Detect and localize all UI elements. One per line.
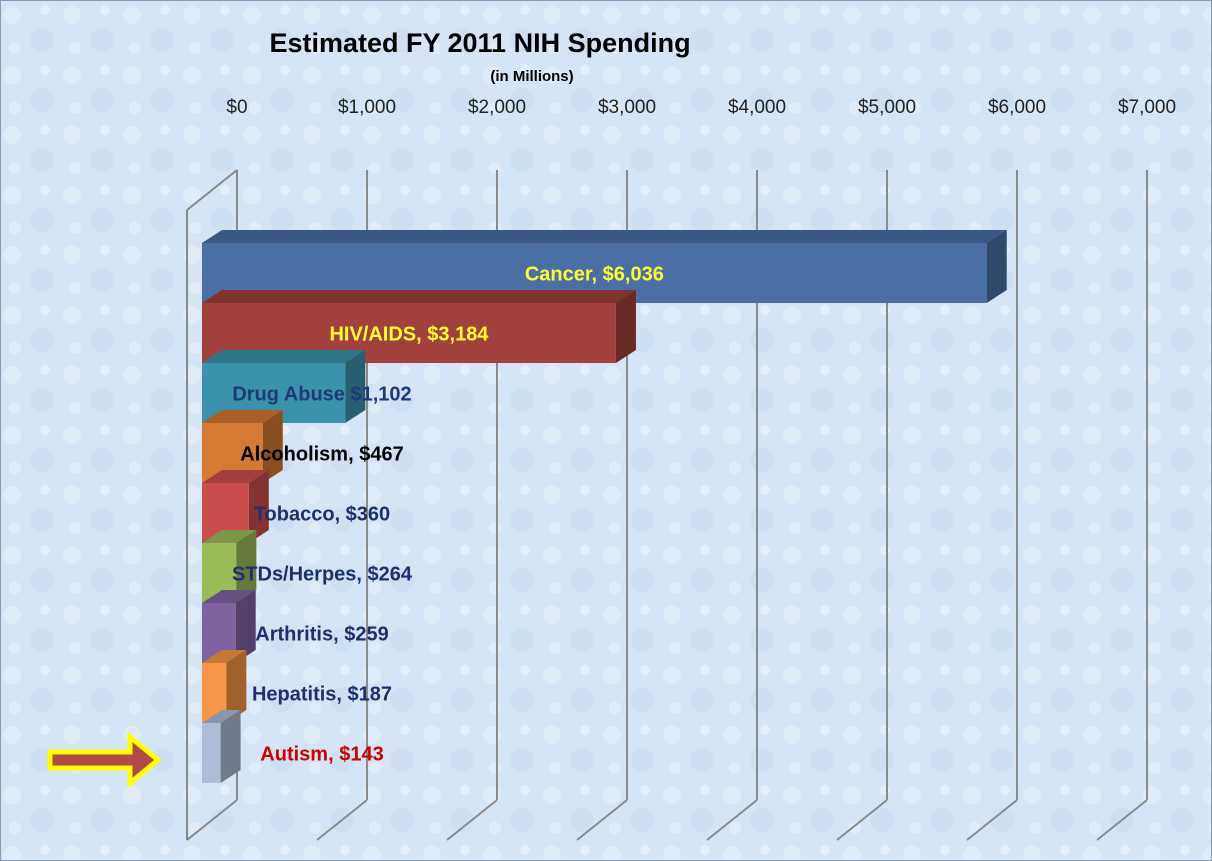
data-label: Drug Abuse $1,102: [232, 383, 411, 405]
x-tick-label: $2,000: [468, 97, 526, 118]
bar-top-shade: [202, 530, 257, 543]
bar-side-shade: [615, 290, 636, 363]
bar-top: [202, 470, 269, 483]
bar-side-shade: [226, 650, 247, 723]
bar-side: [226, 650, 247, 723]
bar: [202, 723, 221, 783]
x-tick-label: $7,000: [1118, 97, 1176, 118]
bar-side-shade: [236, 530, 257, 603]
bar-top-shade: [202, 590, 256, 603]
bar-top-shade: [202, 650, 247, 663]
bar-top: [202, 650, 247, 663]
bar-side-shade: [345, 350, 366, 423]
data-label: Cancer, $6,036: [525, 263, 664, 285]
bar-side: [236, 530, 257, 603]
bar-top-shade: [202, 230, 1007, 243]
bar-top: [202, 410, 283, 423]
bar-top-shade: [202, 470, 269, 483]
floor-line: [1096, 799, 1148, 841]
floor-line: [446, 799, 498, 841]
floor-line: [316, 799, 368, 841]
bar-side-shade: [986, 230, 1007, 303]
chart-subtitle: (in Millions): [490, 68, 573, 85]
bar-side-shade: [248, 470, 269, 543]
bar-top: [202, 350, 366, 363]
floor-line: [966, 799, 1018, 841]
bar-side-shade: [235, 590, 256, 663]
data-label: Alcoholism, $467: [240, 443, 403, 465]
bar-top: [202, 230, 1007, 243]
bar-side-shade: [262, 410, 283, 483]
data-label: Autism, $143: [260, 743, 383, 765]
bar-top: [202, 530, 257, 543]
bar-side: [248, 470, 269, 543]
floor-line: [576, 799, 628, 841]
bar-top-shade: [202, 350, 366, 363]
bar-top: [202, 590, 256, 603]
highlight-arrow: [47, 731, 162, 789]
chart-title: Estimated FY 2011 NIH Spending: [269, 28, 690, 58]
bar-side-shade: [220, 710, 241, 783]
x-tick-label: $6,000: [988, 97, 1046, 118]
bar-side: [615, 290, 636, 363]
floor-line: [836, 799, 888, 841]
bar-top-shade: [202, 710, 241, 723]
data-label: HIV/AIDS, $3,184: [329, 323, 489, 345]
data-label: Hepatitis, $187: [252, 683, 392, 705]
bar-side: [235, 590, 256, 663]
bar-side: [986, 230, 1007, 303]
x-tick-label: $1,000: [338, 97, 396, 118]
bar-top-shade: [202, 290, 636, 303]
x-tick-label: $0: [226, 97, 247, 118]
bar-top: [202, 710, 241, 723]
bar-side: [262, 410, 283, 483]
data-label: Tobacco, $360: [254, 503, 390, 525]
x-tick-label: $5,000: [858, 97, 916, 118]
x-tick-label: $3,000: [598, 97, 656, 118]
bar-side: [345, 350, 366, 423]
floor-line: [706, 799, 758, 841]
bar-top-shade: [202, 410, 283, 423]
data-label: STDs/Herpes, $264: [232, 563, 413, 585]
bar-side: [220, 710, 241, 783]
data-label: Arthritis, $259: [255, 623, 388, 645]
x-tick-label: $4,000: [728, 97, 786, 118]
bar-top: [202, 290, 636, 303]
